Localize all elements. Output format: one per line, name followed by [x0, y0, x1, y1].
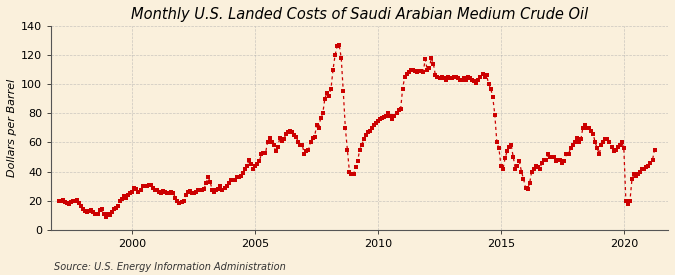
- Title: Monthly U.S. Landed Costs of Saudi Arabian Medium Crude Oil: Monthly U.S. Landed Costs of Saudi Arabi…: [131, 7, 589, 22]
- Y-axis label: Dollars per Barrel: Dollars per Barrel: [7, 79, 17, 177]
- Text: Source: U.S. Energy Information Administration: Source: U.S. Energy Information Administ…: [54, 262, 286, 272]
